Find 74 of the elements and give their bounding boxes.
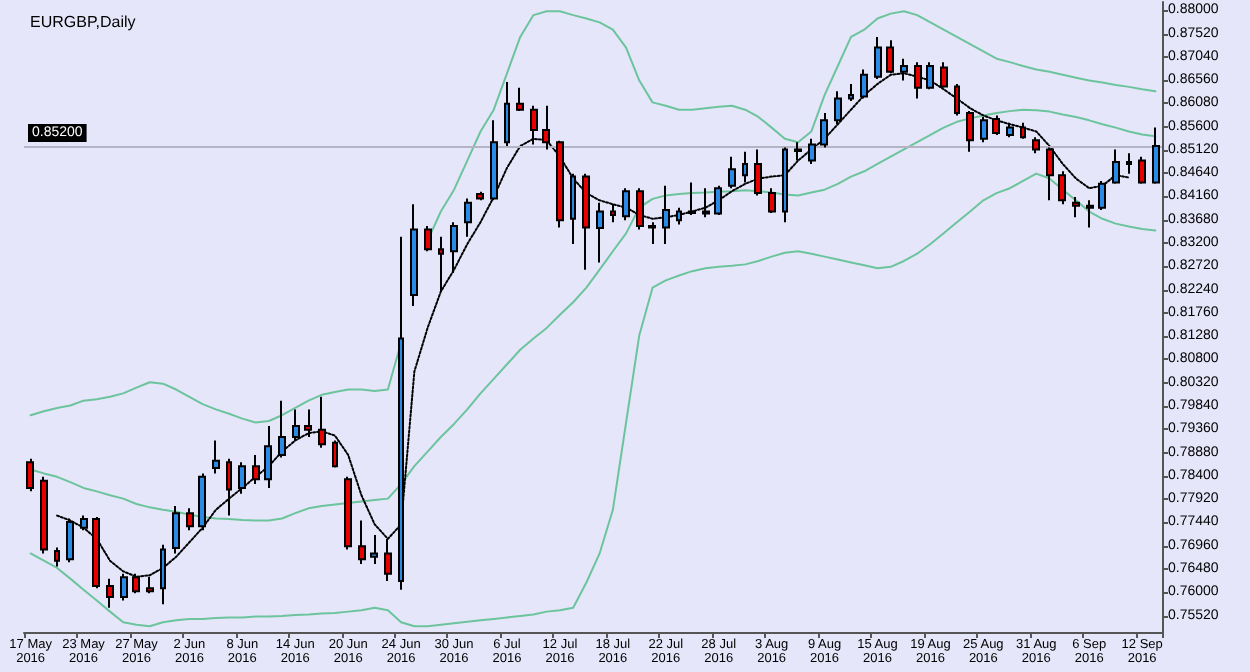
- candlestick: [172, 504, 180, 555]
- candlestick: [702, 187, 710, 219]
- line-series: [29, 172, 1157, 628]
- candlestick: [728, 155, 736, 190]
- line-series: [29, 108, 1157, 522]
- candlestick: [980, 115, 988, 144]
- candlestick: [40, 475, 48, 555]
- candlestick: [212, 439, 220, 475]
- candlestick: [516, 86, 524, 113]
- candlestick: [476, 190, 484, 202]
- candlestick: [1072, 195, 1080, 219]
- candlestick: [742, 150, 748, 184]
- candlestick: [106, 577, 114, 609]
- text: EURGBP,Daily: [30, 13, 136, 31]
- candlestick: [688, 181, 696, 216]
- candlestick: [596, 201, 604, 264]
- candlestick: [610, 203, 616, 224]
- candlestick: [754, 148, 762, 197]
- candlestick: [424, 225, 432, 253]
- candlestick: [252, 453, 260, 486]
- candlestick: [66, 517, 74, 564]
- candlestick: [292, 408, 300, 442]
- candlestick: [848, 82, 854, 102]
- candlestick: [332, 439, 338, 469]
- candlestick: [820, 112, 828, 149]
- candlestick: [966, 110, 974, 153]
- candlestick: [1032, 136, 1040, 155]
- candlestick: [464, 197, 472, 238]
- candlestick: [226, 457, 232, 517]
- candlestick: [318, 395, 326, 449]
- candlestick: [264, 424, 272, 489]
- candlestick: [834, 90, 842, 126]
- candlestick: [80, 514, 88, 532]
- candlestick: [490, 119, 498, 202]
- candlestick: [808, 137, 816, 165]
- candlestick: [662, 184, 670, 246]
- candlestick: [782, 146, 788, 224]
- candlestick: [1086, 199, 1094, 229]
- candlestick: [556, 139, 564, 229]
- candlestick: [622, 187, 630, 222]
- candlestick: [370, 534, 378, 566]
- candlestick: [1046, 146, 1054, 202]
- candlestick: [344, 475, 352, 551]
- candlestick: [992, 114, 1000, 136]
- candlestick: [714, 184, 722, 216]
- candlestick: [186, 507, 194, 532]
- candlestick: [450, 221, 458, 275]
- candlestick: [542, 104, 550, 151]
- candlestick: [1020, 121, 1026, 140]
- candlestick: [768, 187, 776, 214]
- candlestick: [1098, 179, 1106, 212]
- candlestick: [410, 203, 418, 308]
- candlestick: [676, 206, 682, 226]
- candlestick: [1112, 148, 1120, 185]
- candlestick: [954, 82, 960, 117]
- candlestick: [530, 104, 538, 146]
- candlestick: [198, 472, 206, 532]
- candlestick: [570, 172, 576, 246]
- candlestick: [358, 519, 366, 566]
- candlestick: [648, 221, 656, 246]
- candlestick: [1152, 126, 1160, 185]
- candlestick: [636, 187, 644, 231]
- candlestick: [794, 141, 802, 162]
- candlestick: [238, 461, 246, 495]
- candlestick: [304, 408, 312, 439]
- candlestick: [504, 81, 510, 148]
- candlestick: [438, 235, 444, 293]
- candlestick: [582, 172, 590, 271]
- candlestick: [278, 399, 286, 459]
- candlestick: [1138, 155, 1146, 185]
- candlestick: [54, 546, 60, 568]
- candlestick: [1006, 121, 1014, 139]
- candlestick: [26, 457, 34, 493]
- candlestick: [1058, 170, 1066, 206]
